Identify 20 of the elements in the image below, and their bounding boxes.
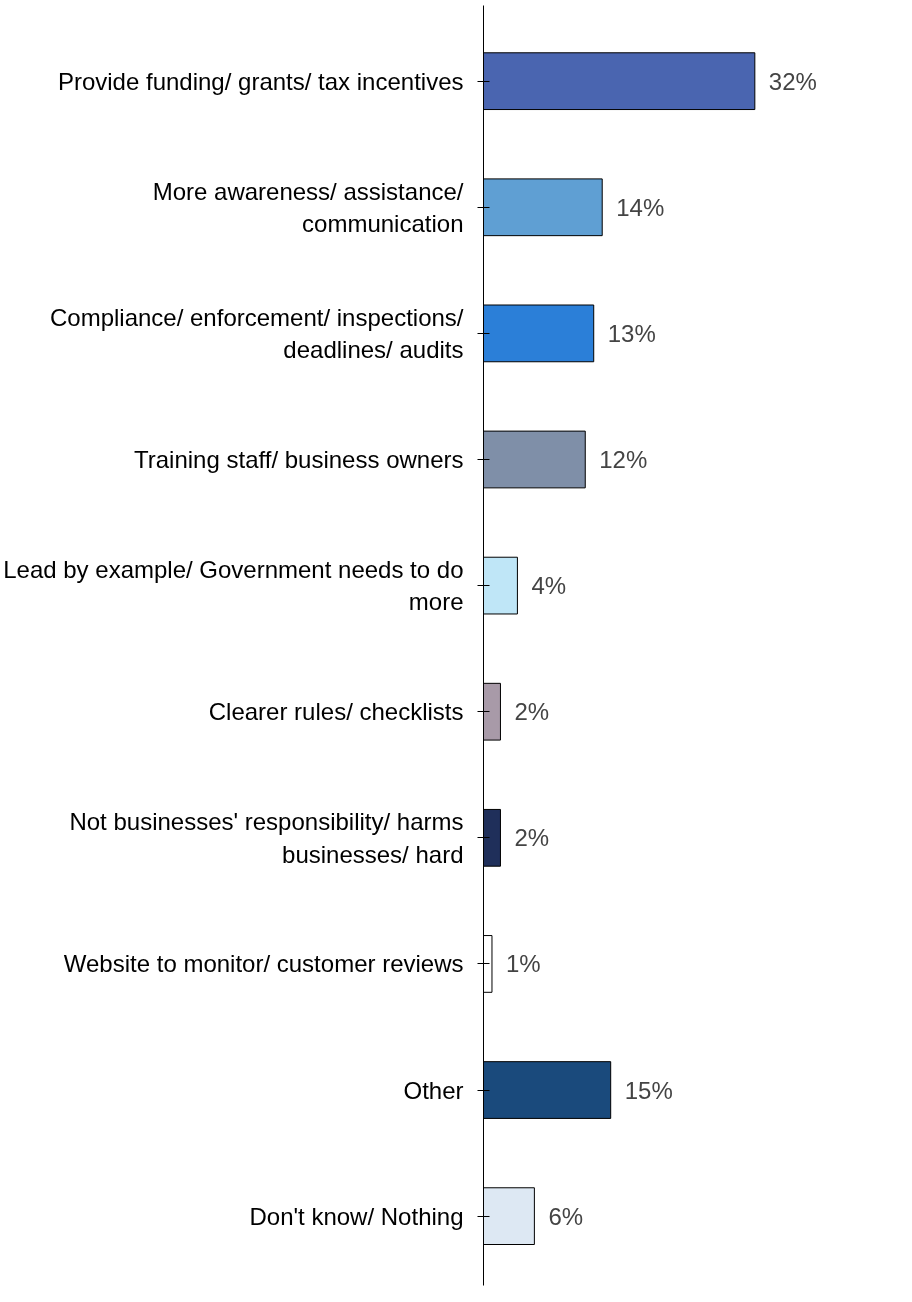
y-tick-label: Lead by example/ Government needs to do more	[3, 555, 464, 616]
data-label: 15%	[624, 1076, 673, 1104]
y-tick-label: Not businesses' responsibility/ harms businesses/ hard	[69, 808, 464, 868]
data-label: 14%	[616, 193, 665, 221]
data-label: 6%	[548, 1202, 584, 1230]
y-tick-label: Training staff/ business owners	[134, 445, 464, 473]
data-label: 32%	[768, 67, 817, 95]
data-label: 1%	[505, 950, 541, 978]
data-label: 4%	[531, 572, 567, 600]
y-tick-label: More awareness/ assistance/ communication	[152, 177, 464, 237]
y-tick-label: Compliance/ enforcement/ inspections/ deadlines/ audits	[49, 303, 464, 364]
y-tick-label: Clearer rules/ checklists	[208, 698, 464, 726]
data-label: 13%	[607, 319, 656, 347]
data-label: 2%	[514, 824, 550, 852]
data-label: 2%	[514, 698, 550, 726]
y-tick-label: Don't know/ Nothing	[249, 1202, 464, 1230]
data-label: 12%	[599, 445, 648, 473]
y-tick-label: Provide funding/ grants/ tax incentives	[57, 67, 464, 95]
y-tick-label: Website to monitor/ customer reviews	[63, 950, 464, 978]
y-tick-label: Other	[403, 1076, 464, 1104]
